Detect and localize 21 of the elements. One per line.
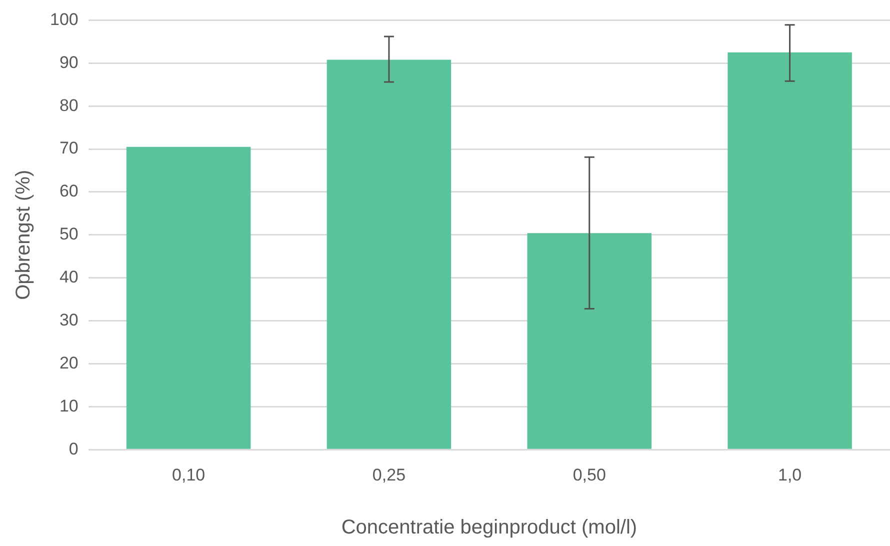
y-tick-label: 20 (59, 353, 78, 372)
bar (326, 60, 452, 449)
x-tick-label: 0,50 (572, 465, 606, 484)
y-tick-label: 80 (59, 96, 78, 115)
y-tick-label: 50 (59, 224, 78, 244)
bar (527, 233, 652, 449)
bar (126, 146, 251, 449)
y-tick-label: 70 (59, 138, 78, 158)
x-tick-label: 1,0 (778, 465, 802, 484)
x-tick-label: 0,10 (172, 465, 206, 484)
bar (728, 52, 852, 449)
y-tick-label: 30 (59, 310, 78, 330)
y-tick-label: 100 (50, 10, 78, 29)
y-tick-label: 10 (59, 396, 78, 416)
x-tick-label: 0,25 (372, 465, 406, 484)
y-axis-title: Opbrengst (%) (12, 170, 35, 300)
y-tick-label: 60 (59, 182, 78, 201)
x-axis-title: Concentratie beginproduct (mol/l) (341, 516, 638, 539)
y-tick-label: 0 (68, 439, 78, 458)
y-tick-label: 90 (59, 52, 78, 72)
y-tick-label: 40 (59, 268, 78, 287)
